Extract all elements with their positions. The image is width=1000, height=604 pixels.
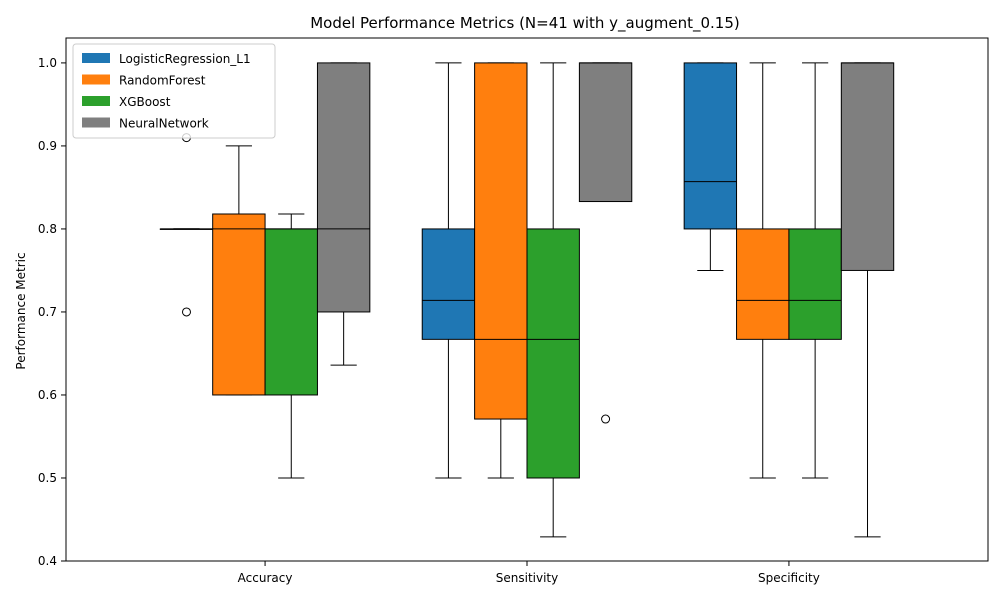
legend-swatch-LogisticRegression_L1: [82, 53, 110, 63]
y-axis-label: Performance Metric: [14, 252, 28, 369]
box-body: [683, 62, 738, 230]
legend-label: RandomForest: [119, 74, 206, 88]
box-body: [316, 62, 371, 313]
box-XGBoost-Sensitivity: [526, 62, 580, 538]
legend-swatch-XGBoost: [82, 96, 110, 106]
x-tick-label: Accuracy: [238, 571, 293, 585]
legend-frame: [72, 43, 276, 139]
outlier-point: [601, 414, 611, 424]
box-body: [578, 62, 633, 203]
x-tick-label: Specificity: [758, 571, 820, 585]
y-tick-label: 0.5: [38, 471, 57, 485]
legend-swatch-NeuralNetwork: [82, 117, 110, 128]
y-tick-label: 0.8: [38, 222, 57, 236]
y-tick-label: 1.0: [38, 56, 57, 70]
x-tick-label: Sensitivity: [496, 571, 558, 585]
box-NeuralNetwork-Accuracy: [316, 62, 371, 366]
outlier-point: [181, 307, 191, 317]
box-LogisticRegression_L1-Specificity: [683, 62, 738, 271]
y-tick-label: 0.9: [38, 139, 57, 153]
box-LogisticRegression_L1-Sensitivity: [421, 62, 476, 479]
box-body: [264, 228, 318, 396]
legend-label: NeuralNetwork: [119, 117, 209, 131]
box-body: [788, 228, 842, 340]
legend-swatch-RandomForest: [82, 74, 110, 85]
box-body: [421, 228, 476, 340]
box-RandomForest-Specificity: [736, 62, 790, 479]
box-LogisticRegression_L1-Accuracy: [159, 133, 214, 317]
box-RandomForest-Sensitivity: [474, 62, 528, 479]
legend-label: LogisticRegression_L1: [119, 52, 251, 66]
box-body: [212, 213, 266, 396]
legend: LogisticRegression_L1 RandomForest XGBoost…: [72, 43, 276, 139]
box-XGBoost-Specificity: [788, 62, 842, 479]
chart-title: Model Performance Metrics (N=41 with y_a…: [310, 14, 740, 33]
box-body: [474, 62, 528, 420]
legend-label: XGBoost: [119, 95, 171, 109]
box-body: [526, 228, 580, 479]
box-body: [840, 62, 895, 271]
y-tick-label: 0.7: [38, 305, 57, 319]
plot-area: 0.4 0.5 0.6 0.7 0.8 0.9 1.0 Accuracy Sensitivity…: [38, 37, 989, 585]
box-NeuralNetwork-Specificity: [840, 62, 895, 538]
box-RandomForest-Accuracy: [212, 145, 266, 396]
y-tick-label: 0.4: [38, 554, 57, 568]
box-NeuralNetwork-Sensitivity: [578, 62, 633, 424]
box-XGBoost-Accuracy: [264, 213, 318, 479]
box-body: [736, 228, 790, 340]
y-tick-label: 0.6: [38, 388, 57, 402]
